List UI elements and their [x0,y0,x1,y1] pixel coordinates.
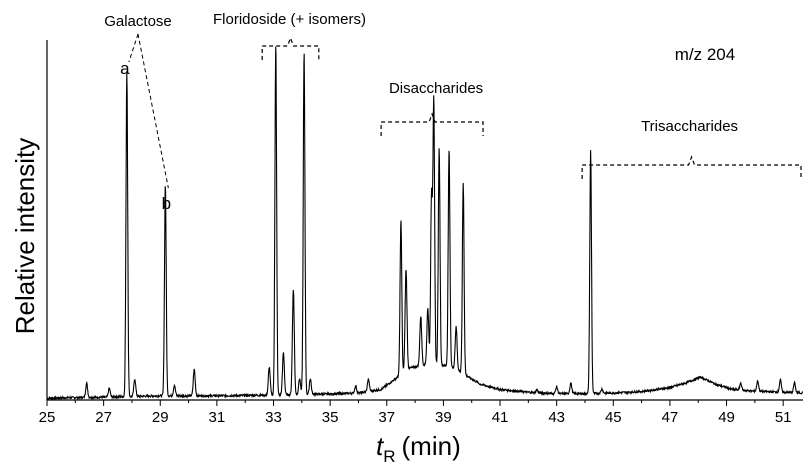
annotation-peak-a: a [120,59,130,78]
annotation-galactose: Galactose [104,13,172,30]
x-tick-label: 29 [152,409,169,426]
y-axis-label: Relative intensity [10,138,40,335]
bracket-trisaccharides [581,155,802,179]
bracket-floridoside [261,36,320,60]
x-tick-label: 35 [322,409,339,426]
galactose-leader-b [137,33,169,189]
x-tick-label: 31 [209,409,226,426]
x-tick-label: 43 [548,409,565,426]
x-tick-label: 39 [435,409,452,426]
mz-label: m/z 204 [675,45,735,64]
annotation-disaccharides: Disaccharides [389,80,483,97]
x-tick-label: 45 [605,409,622,426]
chart-root: 25 27 29 31 33 35 37 39 41 43 45 47 49 51 Galactose a b… [10,11,803,464]
x-tick-label: 41 [492,409,509,426]
x-axis-label-sub: R [383,447,395,464]
x-axis-label-unit: (min) [402,431,461,461]
x-tick-label: 27 [95,409,112,426]
chart-annotations: Galactose a b Floridoside (+ isomers) Disacc… [104,11,802,213]
annotation-floridoside: Floridoside (+ isomers) [213,11,366,28]
x-tick-label: 25 [39,409,56,426]
x-axis-label: tR (min) [376,431,461,464]
x-tick-label: 47 [662,409,679,426]
x-tick-label: 51 [775,409,792,426]
chromatogram-trace [46,46,803,402]
annotation-peak-b: b [162,194,171,213]
x-ticks: 25 27 29 31 33 35 37 39 41 43 45 47 49 51 [39,400,792,426]
annotation-trisaccharides: Trisaccharides [641,118,738,135]
x-tick-label: 49 [718,409,735,426]
chart-axes [46,40,803,401]
x-tick-label: 33 [265,409,282,426]
galactose-leader-a [128,33,139,63]
chromatogram-trace-group [46,46,803,402]
bracket-disaccharides [380,112,484,136]
x-tick-label: 37 [378,409,395,426]
x-axis-label-main: t [376,431,385,461]
